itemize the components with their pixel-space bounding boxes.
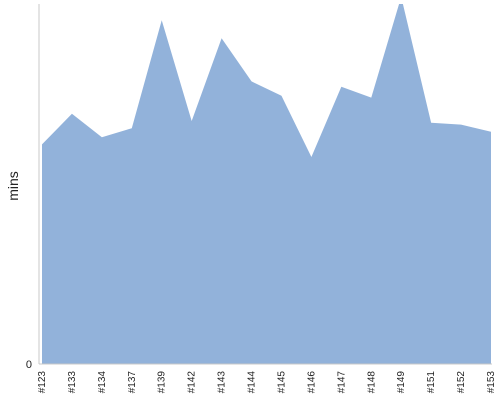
x-tick-label: #145: [276, 371, 287, 394]
x-tick-label: #148: [366, 371, 377, 394]
area-layer: [42, 4, 491, 364]
y-tick-label: 0: [26, 359, 32, 371]
y-axis-label: mins: [5, 171, 21, 201]
x-tick-label: #143: [217, 371, 228, 394]
x-tick-label: #146: [306, 371, 317, 394]
x-tick-label: #133: [67, 371, 78, 394]
y-tick-layer: 0: [26, 359, 32, 371]
x-tick-label: #144: [247, 371, 258, 394]
x-tick-label: #153: [486, 371, 497, 394]
x-tick-label: #147: [336, 371, 347, 394]
x-tick-label: #151: [426, 371, 437, 394]
x-tick-label: #139: [157, 371, 168, 394]
x-tick-label: #134: [97, 371, 108, 394]
x-tick-label: #142: [187, 371, 198, 394]
x-tick-label: #123: [37, 371, 48, 394]
x-tick-label: #149: [396, 371, 407, 394]
x-tick-layer: #123 #133 #134 #137 #139 #142 #143 #144 #145 #146…: [37, 371, 497, 394]
area-series: [42, 4, 491, 364]
x-tick-label: #137: [127, 371, 138, 394]
x-tick-label: #152: [456, 371, 467, 394]
